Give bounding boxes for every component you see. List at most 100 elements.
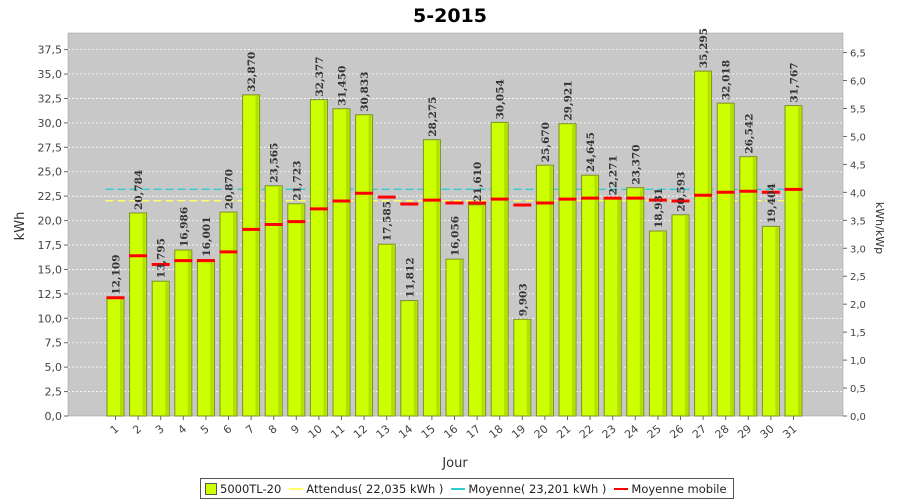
moving-average-series [106,187,803,300]
bar-shade [436,140,440,417]
data-label: 30,054 [495,79,507,119]
bar-shade [572,124,575,417]
bar-shade [391,245,395,416]
data-label: 35,295 [698,28,710,68]
bar-shade [730,104,734,416]
x-tick-label: 24 [622,422,641,441]
x-tick-label: 8 [266,422,280,436]
x-tick-label: 18 [487,422,506,441]
y2-tick-label: 5,5 [850,104,866,115]
y-tick-label: 35,0 [38,68,63,81]
bar [287,203,306,417]
data-label: 12,109 [111,255,123,295]
data-label: 16,001 [201,216,213,256]
y2-tick-label: 2,5 [850,272,866,283]
bar-shade [459,260,462,416]
bar [332,108,351,417]
bar [445,258,464,417]
bar [558,123,577,417]
y-tick-label: 5,0 [45,361,63,374]
x-tick-label: 4 [176,422,190,436]
bar [422,139,441,417]
legend-label: 5000TL-20 [220,481,282,496]
chart-title: 5-2015 [413,5,487,27]
bar [626,187,645,417]
y2-tick-label: 3,5 [850,216,866,227]
data-label: 31,767 [789,62,801,102]
bar [219,211,238,417]
bar-shade [142,213,146,416]
x-tick-label: 27 [690,422,709,441]
y2-tick-label: 0,0 [850,412,866,423]
y2-tick-label: 2,0 [850,300,866,311]
x-tick-label: 29 [735,422,754,441]
bar-shade [504,123,508,416]
bar-shade [685,215,688,416]
y2-tick-label: 0,5 [850,384,866,395]
data-label: 11,812 [404,257,416,297]
legend-swatch [614,487,629,490]
data-label: 23,370 [630,144,642,184]
x-tick-label: 2 [130,422,144,436]
bar [581,174,600,417]
x-tick-label: 23 [600,422,619,441]
x-tick-label: 5 [198,422,212,436]
bar-shade [233,213,236,416]
bar [129,212,148,417]
x-tick-label: 6 [221,422,235,436]
y-tick-label: 17,5 [38,239,63,252]
legend-item: Moyenne( 23,201 kWh ) [451,482,606,496]
bar-shade [617,199,621,416]
x-tick-label: 17 [464,422,483,441]
bar [535,164,554,417]
legend-label: Moyenne mobile [631,481,727,496]
bar-shade [210,260,214,416]
bar-shade [187,251,191,416]
bar [784,105,803,417]
bar [739,156,758,417]
x-tick-label: 30 [758,422,777,441]
value-labels: 12,109 20,784 13,795 16,986 16,001 20,870 32,8… [111,28,801,316]
bar-shade [255,95,259,417]
data-label: 17,585 [382,201,394,241]
legend: 5000TL-20 Attendus( 22,035 kWh ) Moyenne( … [200,478,734,499]
bar-shade [481,205,485,416]
bar-shade [594,176,598,416]
legend-swatch [205,482,217,495]
bar-series [106,70,803,417]
y-tick-label: 22,5 [38,190,63,203]
data-label: 32,377 [314,56,326,96]
x-tick-label: 22 [577,422,596,441]
data-label: 26,542 [743,113,755,153]
data-label: 13,795 [156,238,168,278]
legend-swatch [289,487,304,490]
y2-tick-label: 5,0 [850,132,866,143]
x-tick-label: 16 [441,422,460,441]
bar-shade [707,72,711,416]
bar-shade [526,320,530,416]
bar-shade [798,106,801,416]
y2-tick-label: 3,0 [850,244,866,255]
y-axis-right: 0,0 0,5 1,0 1,5 2,0 2,5 3,0 3,5 4,0 4,5 5,0 5,5 6,0 6… [843,49,866,423]
bar [242,94,261,417]
x-tick-label: 19 [509,422,528,441]
x-tick-label: 1 [108,422,122,436]
x-tick-label: 28 [713,422,732,441]
bar [694,70,713,417]
x-axis-label: Jour [441,456,468,471]
legend-item: 5000TL-20 [205,482,281,496]
y2-tick-label: 1,5 [850,328,866,339]
data-label: 29,921 [563,80,575,120]
x-tick-label: 20 [532,422,551,441]
x-tick-label: 10 [306,422,325,441]
legend-item: Attendus( 22,035 kWh ) [289,482,443,496]
data-label: 20,784 [133,170,145,210]
bar-shade [775,227,779,416]
y2-tick-label: 4,0 [850,188,866,199]
y-tick-label: 25,0 [38,166,63,179]
bar [377,243,396,417]
bar [490,121,509,417]
bar [761,225,780,417]
data-label: 32,870 [246,52,258,92]
